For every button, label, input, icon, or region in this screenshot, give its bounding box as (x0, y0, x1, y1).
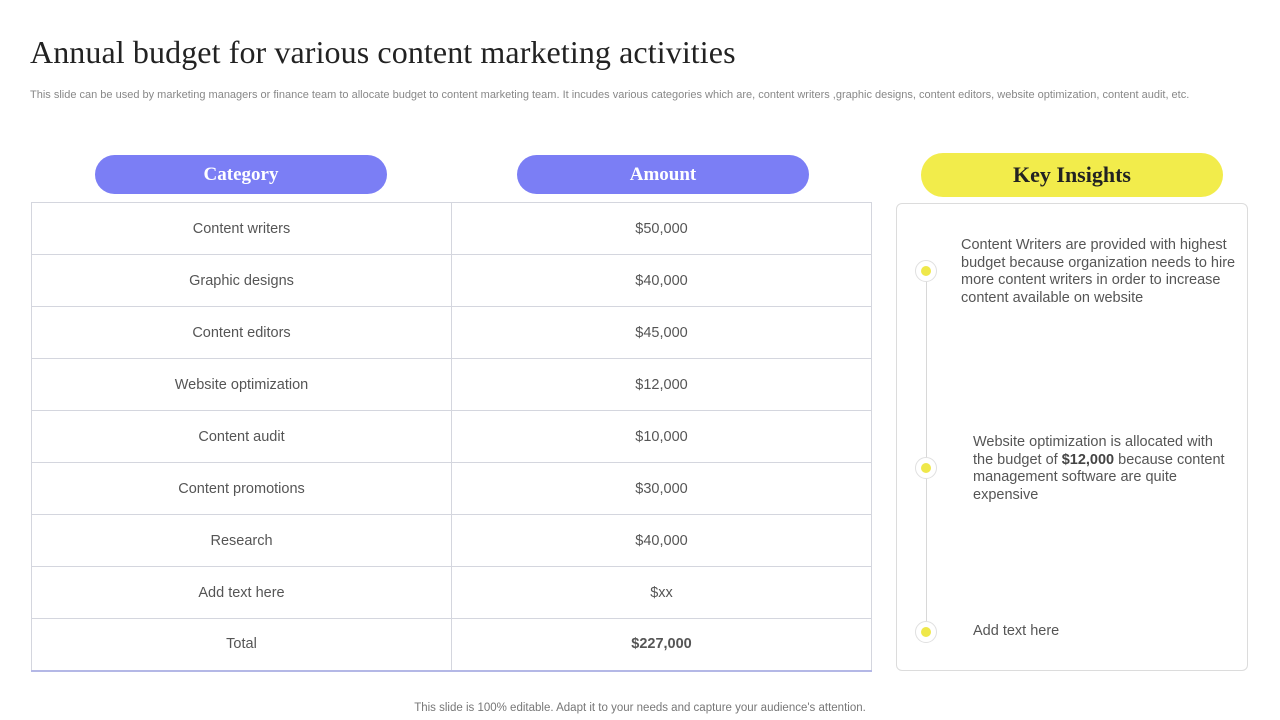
table-row: Website optimization $12,000 (31, 358, 872, 411)
category-cell: Content audit (31, 410, 452, 463)
amount-cell: $50,000 (451, 202, 872, 255)
category-cell: Content writers (31, 202, 452, 255)
amount-cell: $40,000 (451, 254, 872, 307)
amount-cell: $xx (451, 566, 872, 619)
insight-3: Add text here (973, 623, 1060, 639)
amount-cell: $30,000 (451, 462, 872, 515)
category-cell: Graphic designs (31, 254, 452, 307)
amount-cell: $12,000 (451, 358, 872, 411)
total-amount: $227,000 (451, 618, 872, 672)
budget-table: Content writers $50,000 Graphic designs … (31, 202, 872, 672)
key-insights-header: Key Insights (921, 153, 1223, 197)
table-row: Content writers $50,000 (31, 202, 872, 255)
total-label: Total (31, 618, 452, 672)
insight-2: Website optimization is allocated with t… (973, 434, 1235, 504)
timeline-dot-icon (915, 621, 937, 643)
amount-header: Amount (517, 155, 809, 194)
insight-2-text-start: Website optimization is allocated with t… (973, 434, 1213, 468)
table-row: Content promotions $30,000 (31, 462, 872, 515)
category-cell: Add text here (31, 566, 452, 619)
insight-2-amount: $12,000 (1061, 451, 1115, 468)
insight-1: Content Writers are provided with highes… (961, 237, 1236, 306)
table-row: Content audit $10,000 (31, 410, 872, 463)
table-row: Research $40,000 (31, 514, 872, 567)
timeline-dot-icon (915, 457, 937, 479)
page-title: Annual budget for various content market… (30, 34, 736, 70)
category-cell: Content promotions (31, 462, 452, 515)
category-cell: Content editors (31, 306, 452, 359)
insight-2-text-end: because content management software are … (973, 451, 1225, 503)
page-subtitle: This slide can be used by marketing mana… (30, 89, 1190, 101)
category-cell: Website optimization (31, 358, 452, 411)
amount-cell: $40,000 (451, 514, 872, 567)
insights-panel (896, 203, 1248, 671)
amount-cell: $45,000 (451, 306, 872, 359)
table-row: Add text here $xx (31, 566, 872, 619)
table-row: Graphic designs $40,000 (31, 254, 872, 307)
timeline-line (926, 271, 927, 632)
category-header: Category (95, 155, 387, 194)
footer-note: This slide is 100% editable. Adapt it to… (414, 702, 866, 714)
category-cell: Research (31, 514, 452, 567)
table-row: Content editors $45,000 (31, 306, 872, 359)
amount-cell: $10,000 (451, 410, 872, 463)
total-row: Total $227,000 (31, 618, 872, 672)
timeline-dot-icon (915, 260, 937, 282)
